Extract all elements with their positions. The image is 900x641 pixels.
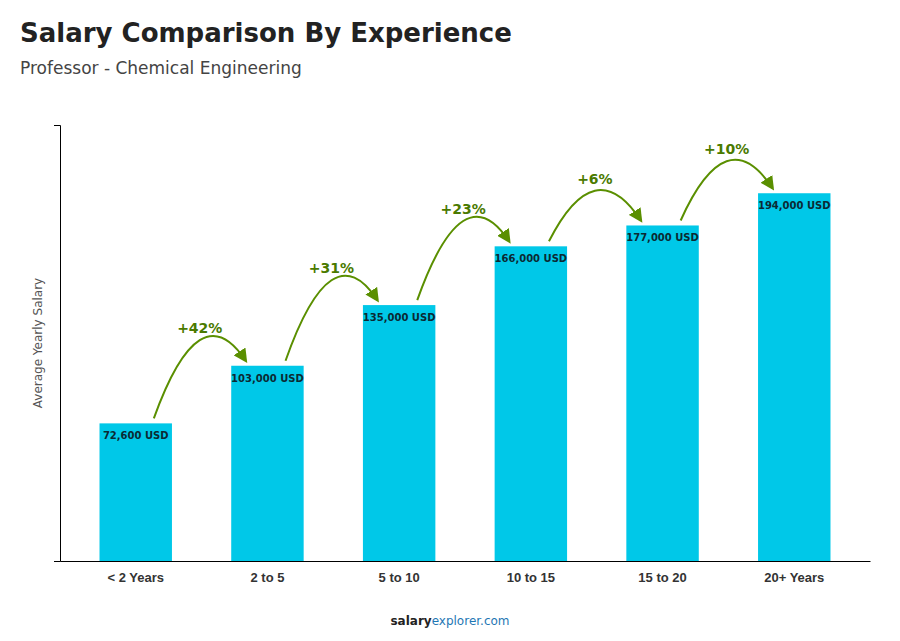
bar	[100, 423, 172, 561]
x-tick-label: 20+ Years	[764, 570, 824, 585]
data-label: 135,000 USD	[363, 312, 436, 323]
subtitle: Professor - Chemical Engineering	[20, 58, 302, 78]
x-tick: < 2 Years	[107, 561, 164, 585]
footer-part: salary	[390, 614, 431, 628]
change-arrow	[286, 276, 378, 361]
x-tick: 15 to 20	[638, 561, 686, 585]
change-label: +42%	[177, 320, 222, 336]
data-label: 72,600 USD	[103, 430, 169, 441]
x-tick-label: < 2 Years	[107, 570, 164, 585]
bar	[758, 193, 830, 561]
x-tick-label: 15 to 20	[638, 570, 686, 585]
bar	[495, 246, 567, 561]
change-arrow	[681, 160, 773, 221]
annotations: +42% +31% +23% +6% +10%	[154, 141, 773, 418]
footer: salaryexplorer.com	[390, 614, 509, 628]
x-tick-label: 5 to 10	[379, 570, 420, 585]
bars	[100, 193, 831, 561]
x-axis-line	[61, 561, 871, 562]
data-label: 166,000 USD	[495, 253, 568, 264]
change-label: +10%	[704, 141, 749, 157]
x-tick-label: 10 to 15	[507, 570, 555, 585]
change-label: +23%	[441, 201, 486, 217]
bar	[626, 225, 698, 561]
data-label: 194,000 USD	[758, 200, 831, 211]
x-tick: 10 to 15	[507, 561, 555, 585]
x-tick: 5 to 10	[379, 561, 420, 585]
change-arrow	[549, 190, 641, 241]
footer-part: explorer.com	[432, 614, 510, 628]
x-axis: < 2 Years 2 to 5 5 to 10 10 to 15 15 to 20 20…	[61, 561, 871, 585]
change-label: +6%	[577, 171, 613, 187]
x-tick: 20+ Years	[764, 561, 824, 585]
x-tick: 2 to 5	[250, 561, 284, 585]
title: Salary Comparison By Experience	[20, 18, 512, 48]
y-axis-title: Average Yearly Salary	[31, 278, 45, 408]
data-label: 103,000 USD	[231, 373, 304, 384]
plot: < 2 Years 2 to 5 5 to 10 10 to 15 15 to 20 20…	[54, 126, 871, 586]
bar	[363, 305, 435, 561]
y-axis	[54, 126, 61, 562]
bar	[231, 366, 303, 561]
data-label: 177,000 USD	[626, 232, 699, 243]
x-tick-label: 2 to 5	[250, 570, 284, 585]
chart-svg: Salary Comparison By Experience Professor…	[0, 0, 900, 641]
data-labels: 72,600 USD 103,000 USD 135,000 USD 166,000 …	[103, 200, 831, 441]
change-label: +31%	[309, 260, 354, 276]
change-arrow	[417, 217, 509, 300]
change-arrow	[154, 336, 246, 418]
y-axis-line	[54, 126, 61, 562]
